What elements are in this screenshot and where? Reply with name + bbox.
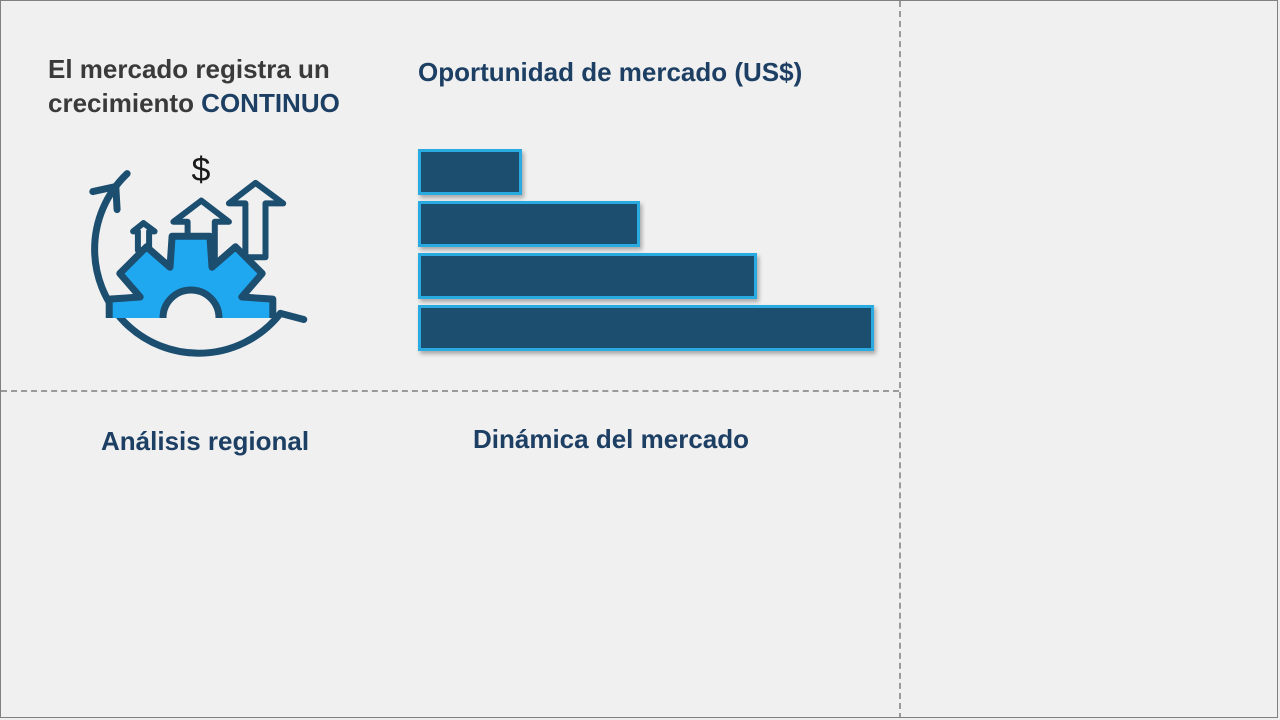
- svg-text:$: $: [192, 151, 211, 189]
